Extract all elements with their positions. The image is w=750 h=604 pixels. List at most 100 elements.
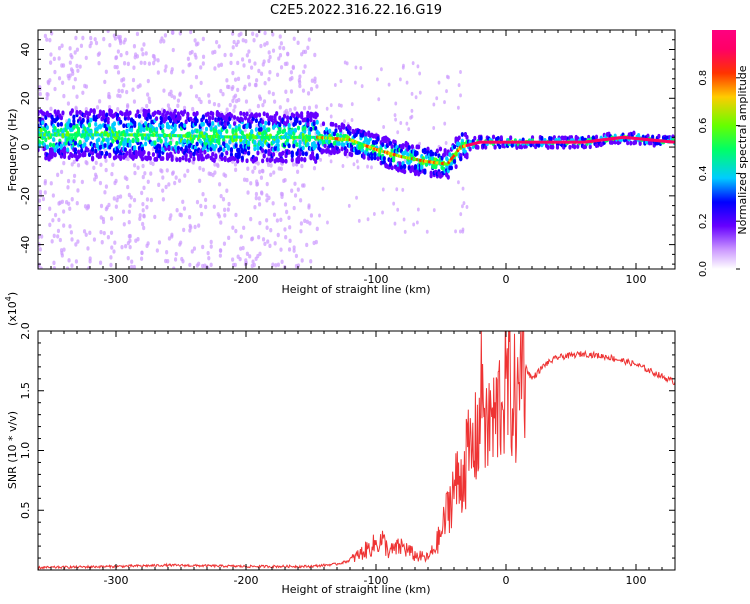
heat-cell [301,151,305,156]
heat-cell [83,142,87,148]
heat-cell [59,115,64,121]
heat-cell [434,164,438,170]
heat-speckle [256,103,260,109]
heat-speckle [74,242,78,247]
heat-speckle [92,237,97,242]
heat-speckle [231,257,235,262]
heat-speckle [425,229,429,234]
heat-cell [175,140,179,146]
heat-cell [357,149,361,155]
heat-speckle [445,89,448,94]
heat-speckle [314,239,318,245]
heat-speckle [301,183,305,188]
heat-cell [392,155,396,161]
heat-speckle [300,163,304,169]
heat-speckle [180,256,184,262]
heat-cell [125,150,129,156]
heat-cell [281,158,285,164]
heat-speckle [411,61,415,66]
heat-speckle [219,220,223,225]
heat-cell [223,122,227,127]
heat-speckle [193,224,197,230]
heat-speckle [69,53,73,58]
heat-speckle [329,114,333,119]
heat-cell [158,149,162,155]
heat-speckle [292,248,296,253]
heat-speckle [116,34,120,40]
heat-cell [364,131,368,137]
heat-speckle [306,45,310,51]
heat-speckle [104,158,108,163]
heat-speckle [329,159,333,164]
heat-speckle [254,256,258,262]
heat-speckle [217,102,221,108]
heat-cell [178,115,182,121]
heat-cell [173,108,177,114]
heat-speckle [104,184,109,189]
heat-cell [75,110,79,115]
heat-speckle [181,199,185,205]
heat-cell [303,157,307,162]
heat-speckle [268,54,272,60]
heat-speckle [112,196,116,201]
heat-cell [158,144,162,149]
heat-cell [292,113,296,119]
heat-cell [245,111,249,117]
heat-speckle [263,241,267,247]
heat-speckle [305,242,309,248]
heat-speckle [186,168,190,174]
snr-plot-area [38,331,675,570]
heat-speckle [38,91,42,97]
heat-cell [105,126,109,132]
heat-cell [496,136,500,141]
heat-speckle [188,215,192,220]
heat-cell [123,147,127,153]
heat-cell [270,156,274,162]
heat-speckle [219,62,224,68]
heat-speckle [283,202,288,207]
heat-speckle [288,225,292,230]
heat-speckle [50,239,54,244]
heat-cell [134,154,138,160]
heat-speckle [165,250,169,255]
heat-speckle [60,199,64,204]
heat-cell [89,117,93,123]
heat-cell [195,110,199,116]
heat-cell [106,137,110,143]
heat-cell [183,123,187,128]
heat-speckle [309,86,314,92]
heat-cell [225,128,229,134]
heat-cell [382,156,386,161]
heat-cell [147,108,151,114]
heat-cell [323,143,327,149]
heat-cell [176,145,180,151]
heat-speckle [123,37,127,42]
heat-cell [479,135,483,141]
heat-speckle [48,78,52,83]
heat-speckle [99,162,103,167]
heat-speckle [309,213,314,218]
heat-cell [638,141,642,146]
heat-cell [312,121,316,127]
heat-cell [310,150,315,156]
heat-speckle [347,203,351,208]
heat-speckle [169,213,173,218]
heat-speckle [458,229,462,234]
heat-speckle [145,103,149,109]
heat-cell [222,137,226,143]
heat-cell [125,129,129,135]
heat-cell [42,111,46,117]
heat-speckle [313,52,317,58]
heat-cell [264,149,268,154]
heat-cell [76,149,81,155]
heat-speckle [247,58,252,64]
heat-speckle [233,262,237,268]
heat-cell [201,114,205,120]
heat-speckle [109,230,114,235]
heat-speckle [339,79,343,84]
heat-speckle [68,46,72,51]
heat-speckle [131,77,136,83]
heat-speckle [111,162,115,167]
heat-speckle [52,266,56,269]
